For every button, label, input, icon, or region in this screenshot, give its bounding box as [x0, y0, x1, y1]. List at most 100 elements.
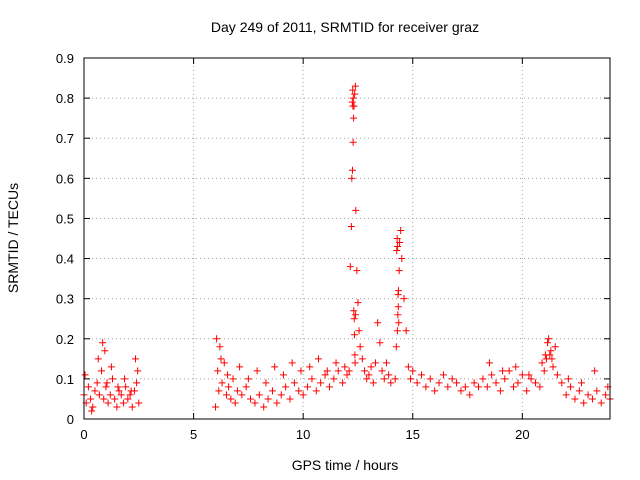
data-point-0-70 [330, 375, 338, 383]
data-point-0-166 [483, 383, 491, 391]
data-point-0-65 [308, 375, 316, 383]
data-point-0-191 [580, 399, 588, 407]
data-point-0-94 [348, 174, 356, 182]
data-point-0-176 [527, 375, 535, 383]
data-point-0-71 [334, 367, 342, 375]
data-point-0-31 [103, 379, 111, 387]
data-point-0-107 [361, 367, 369, 375]
data-point-0-198 [485, 359, 493, 367]
data-point-0-195 [597, 399, 605, 407]
data-point-0-185 [553, 371, 561, 379]
data-point-0-154 [457, 387, 465, 395]
data-point-0-167 [488, 371, 496, 379]
data-point-0-202 [538, 359, 546, 367]
data-point-0-111 [369, 379, 377, 387]
data-point-0-96 [349, 138, 357, 146]
data-point-0-97 [350, 114, 358, 122]
data-point-0-32 [107, 363, 115, 371]
data-point-0-207 [564, 375, 572, 383]
data-point-0-103 [354, 299, 362, 307]
data-point-0-120 [348, 98, 356, 106]
data-point-0-110 [367, 363, 375, 371]
data-point-0-129 [352, 311, 360, 319]
y-tick-label-4: 0.4 [56, 252, 74, 267]
data-point-0-37 [134, 367, 142, 375]
data-point-0-160 [393, 235, 401, 242]
data-point-0-83 [279, 371, 287, 379]
data-point-0-182 [547, 347, 555, 355]
data-point-0-100 [351, 82, 359, 90]
data-point-0-80 [253, 367, 261, 375]
data-point-0-131 [392, 343, 400, 351]
data-point-0-113 [374, 319, 382, 327]
data-point-0-192 [584, 391, 592, 399]
x-tick-label-3: 15 [406, 427, 420, 442]
data-point-0-145 [418, 371, 426, 379]
data-point-0-178 [536, 383, 544, 391]
data-point-0-9 [100, 395, 108, 403]
data-point-0-187 [562, 391, 570, 399]
data-point-0-156 [466, 391, 474, 399]
data-point-0-63 [299, 391, 307, 399]
y-tick-label-8: 0.8 [56, 91, 74, 106]
data-point-0-52 [251, 399, 259, 407]
data-point-0-74 [213, 335, 221, 343]
data-point-0-174 [518, 371, 526, 379]
data-point-0-22 [128, 403, 136, 411]
data-point-0-3 [87, 395, 95, 403]
data-point-0-20 [124, 395, 132, 403]
data-point-0-28 [94, 355, 102, 363]
y-tick-label-2: 0.2 [56, 332, 74, 347]
data-point-0-165 [479, 375, 487, 383]
data-point-0-188 [567, 383, 575, 391]
data-point-0-158 [475, 383, 482, 391]
data-point-0-87 [315, 355, 323, 363]
data-point-0-17 [117, 391, 125, 399]
data-point-0-73 [343, 371, 351, 379]
data-point-0-161 [394, 243, 402, 251]
data-point-0-102 [353, 267, 361, 275]
data-point-0-122 [349, 102, 357, 110]
data-point-0-116 [380, 375, 388, 383]
data-point-0-130 [391, 375, 399, 383]
data-point-0-155 [461, 383, 469, 391]
y-tick-label-6: 0.6 [56, 171, 74, 186]
data-point-0-18 [119, 399, 127, 407]
data-point-0-77 [224, 371, 232, 379]
data-point-0-43 [222, 391, 230, 399]
data-point-0-186 [558, 379, 566, 387]
data-point-0-183 [549, 363, 557, 371]
x-tick-labels: 0 5 10 15 20 [80, 427, 529, 442]
data-point-0-205 [546, 351, 554, 359]
data-point-0-92 [346, 263, 354, 271]
data-point-0-34 [121, 375, 129, 383]
data-point-0-181 [545, 335, 553, 343]
data-point-0-144 [413, 379, 421, 387]
data-point-0-81 [262, 379, 270, 387]
data-point-0-82 [271, 363, 279, 371]
data-point-0-49 [238, 391, 246, 399]
data-point-0-26 [81, 371, 89, 379]
data-point-0-75 [215, 387, 223, 395]
data-point-0-162 [394, 291, 402, 299]
data-point-0-206 [548, 355, 556, 363]
data-point-0-51 [247, 395, 255, 403]
data-point-0-78 [236, 363, 244, 371]
data-point-0-147 [426, 375, 434, 383]
data-point-0-140 [402, 327, 410, 335]
data-point-0-11 [104, 399, 112, 407]
data-point-0-119 [387, 379, 395, 387]
data-point-0-27 [88, 407, 96, 415]
data-point-0-152 [448, 375, 456, 383]
data-point-0-141 [404, 363, 412, 371]
data-point-0-39 [214, 367, 222, 375]
data-point-0-169 [496, 387, 504, 395]
data-point-0-72 [339, 379, 347, 387]
data-point-0-90 [341, 363, 349, 371]
data-point-0-86 [306, 363, 314, 371]
x-tick-label-0: 0 [80, 427, 87, 442]
data-point-0-138 [398, 255, 406, 263]
data-point-0-149 [435, 379, 443, 387]
data-point-0-135 [395, 267, 403, 275]
y-tick-label-3: 0.3 [56, 292, 74, 307]
